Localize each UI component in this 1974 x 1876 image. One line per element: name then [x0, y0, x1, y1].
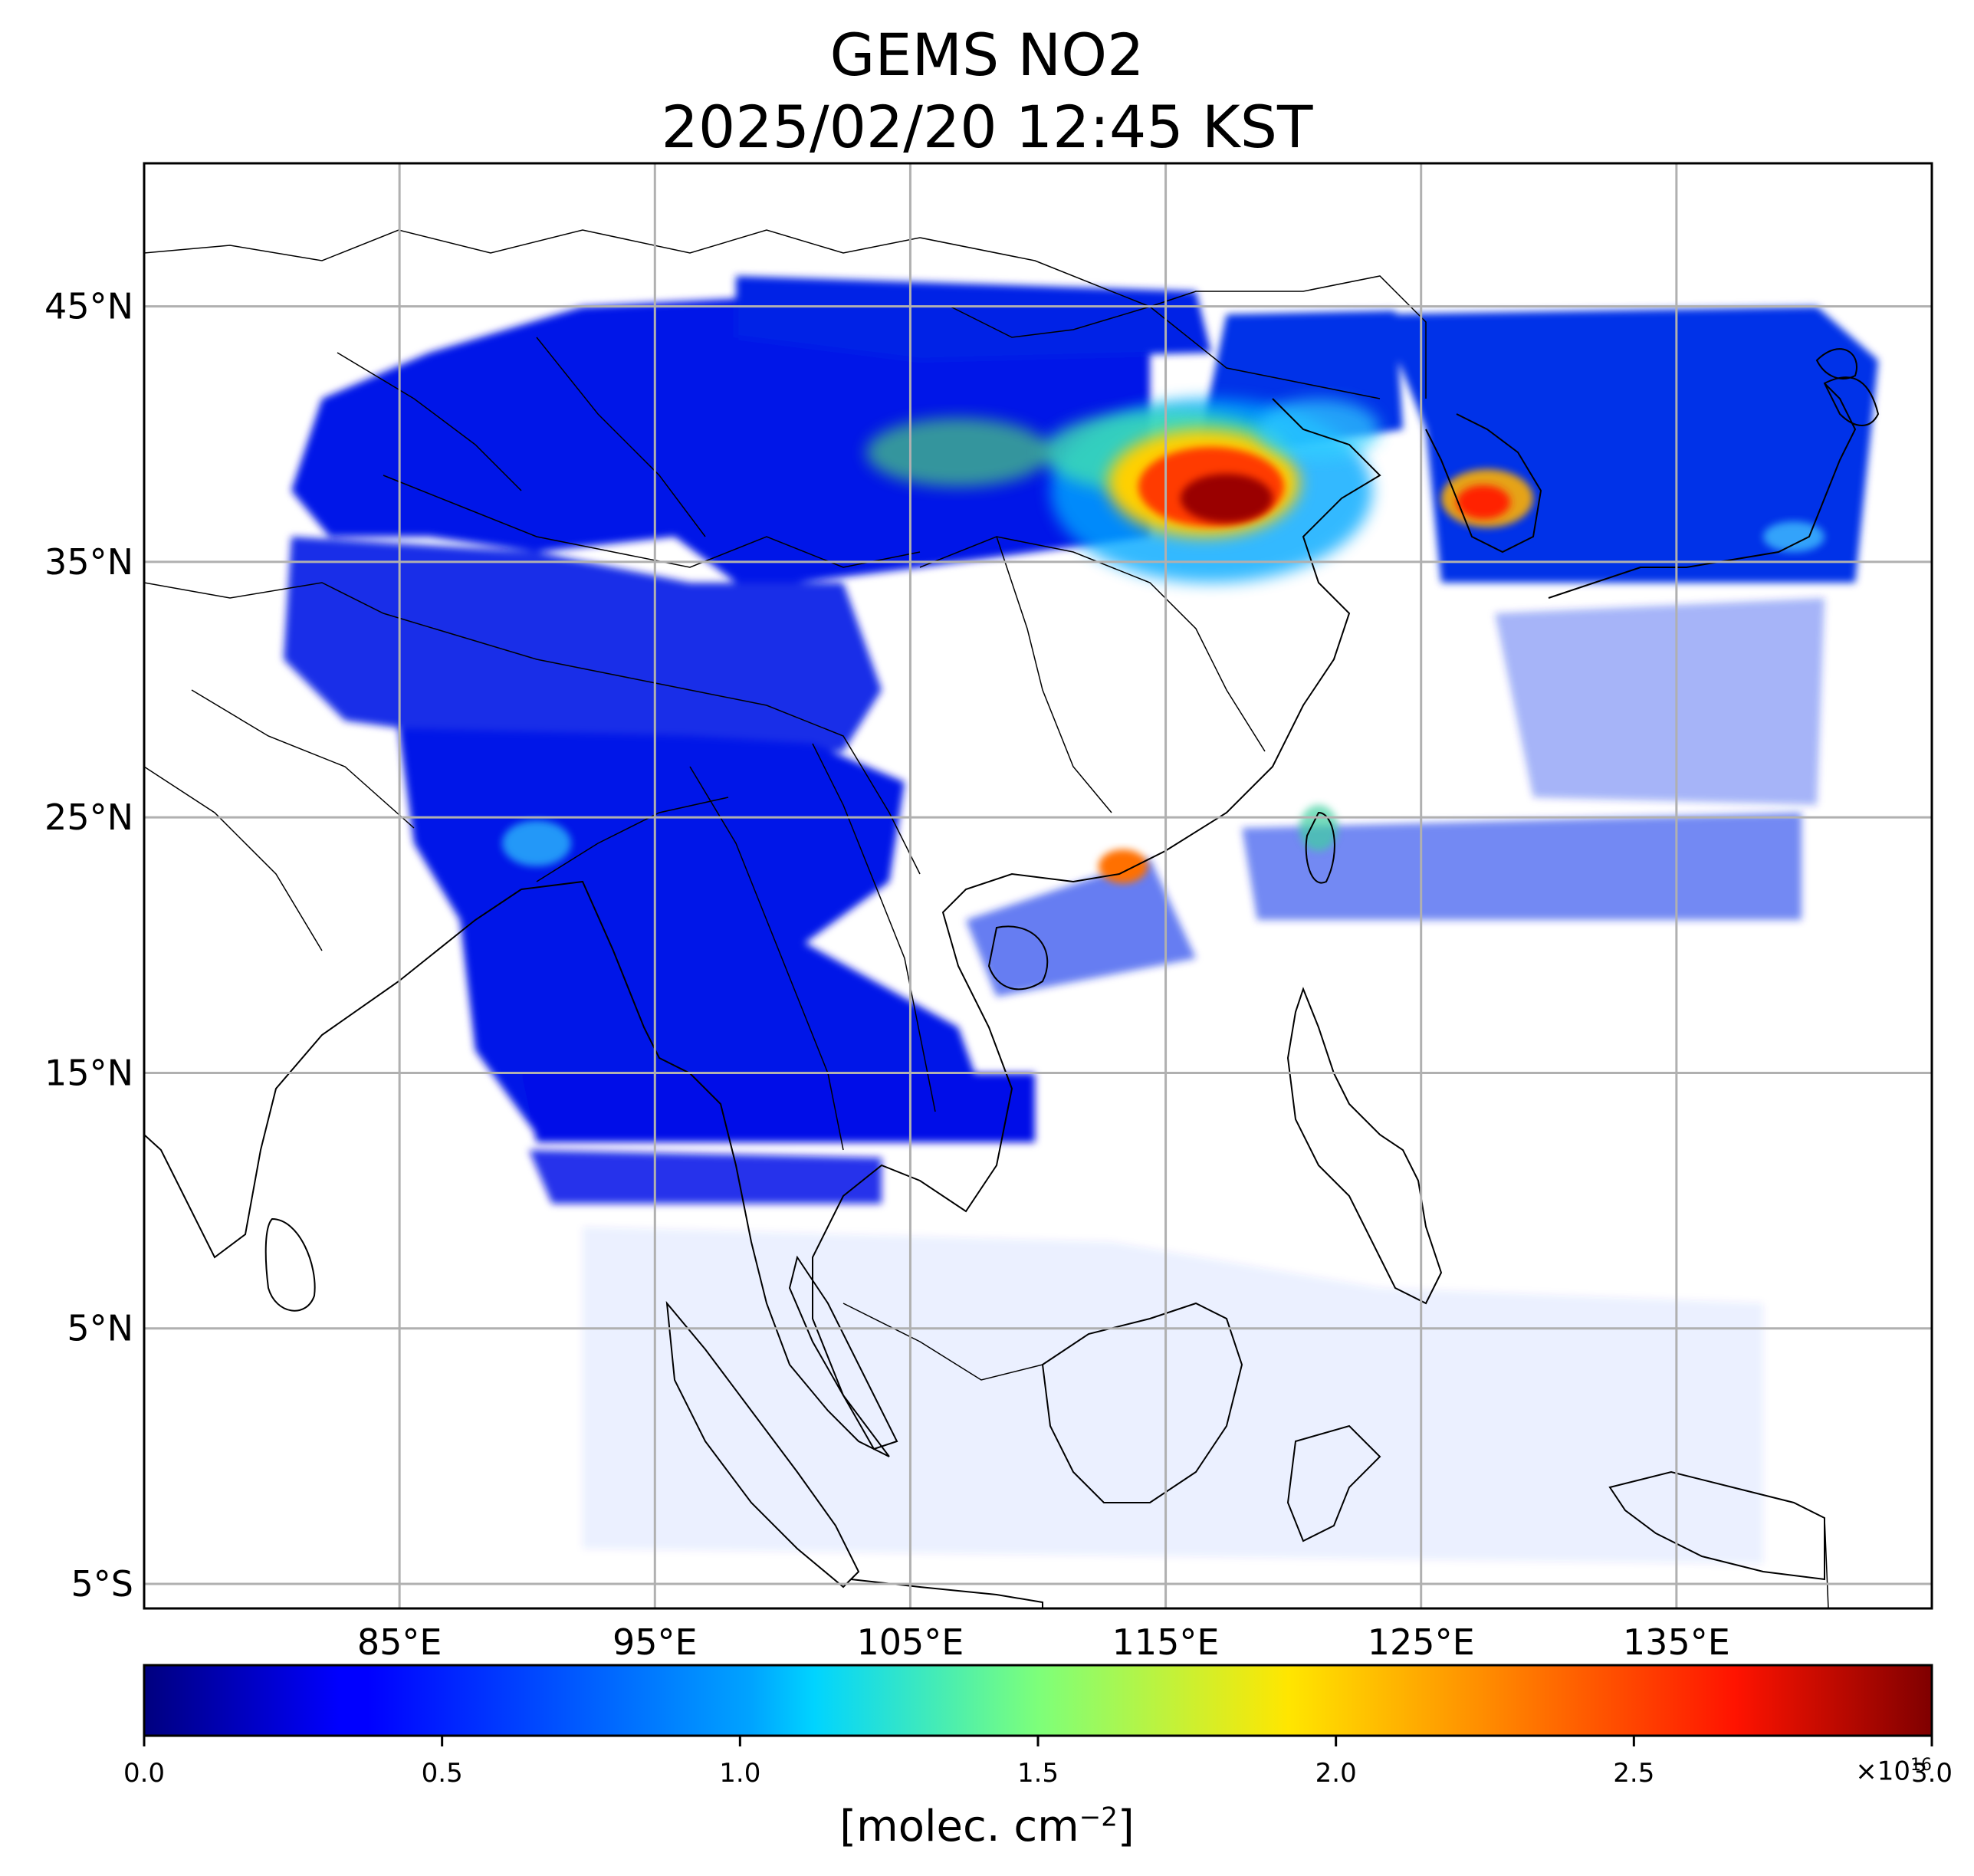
map-area — [144, 163, 1932, 1608]
colorbar-tick-label: 2.0 — [1315, 1758, 1357, 1789]
lon-tick-label: 105°E — [856, 1621, 964, 1663]
lon-tick-label: 85°E — [357, 1621, 442, 1663]
gridlines — [144, 163, 1932, 1608]
colorbar-multiplier: ×1016 — [1855, 1756, 1932, 1787]
lon-tick-label: 95°E — [613, 1621, 698, 1663]
lon-tick-label: 125°E — [1368, 1621, 1475, 1663]
colorbar-ticks: 0.0 0.5 1.0 1.5 2.0 2.5 3.0 — [123, 1736, 1953, 1789]
lat-tick-label: 45°N — [44, 286, 133, 327]
colorbar-tick-label: 1.0 — [719, 1758, 760, 1789]
lat-tick-label: 5°S — [71, 1563, 133, 1605]
colorbar-tick-label: 3.0 — [1911, 1758, 1953, 1789]
map-frame — [143, 162, 1933, 1610]
colorbar-tick-label: 1.5 — [1017, 1758, 1059, 1789]
lat-tick-label: 25°N — [44, 797, 133, 838]
colorbar-tick-label: 2.5 — [1613, 1758, 1654, 1789]
title-line-1: GEMS NO2 — [829, 21, 1145, 89]
colorbar — [143, 1664, 1933, 1737]
lon-tick-label: 115°E — [1112, 1621, 1220, 1663]
lat-tick-label: 5°N — [67, 1308, 133, 1349]
lon-tick-label: 135°E — [1623, 1621, 1730, 1663]
lat-tick-label: 35°N — [44, 541, 133, 583]
latitude-labels: 45°N 35°N 25°N 15°N 5°N 5°S — [44, 286, 133, 1605]
lat-tick-label: 15°N — [44, 1052, 133, 1093]
title-line-2: 2025/02/20 12:45 KST — [661, 93, 1313, 161]
no2-field — [284, 276, 1878, 1564]
colorbar-unit-label: [molec. cm−2] — [839, 1802, 1135, 1851]
coastlines — [144, 348, 1880, 1608]
longitude-labels: 85°E 95°E 105°E 115°E 125°E 135°E — [357, 1621, 1730, 1663]
colorbar-tick-label: 0.5 — [422, 1758, 463, 1789]
colorbar-tick-label: 0.0 — [123, 1758, 165, 1789]
